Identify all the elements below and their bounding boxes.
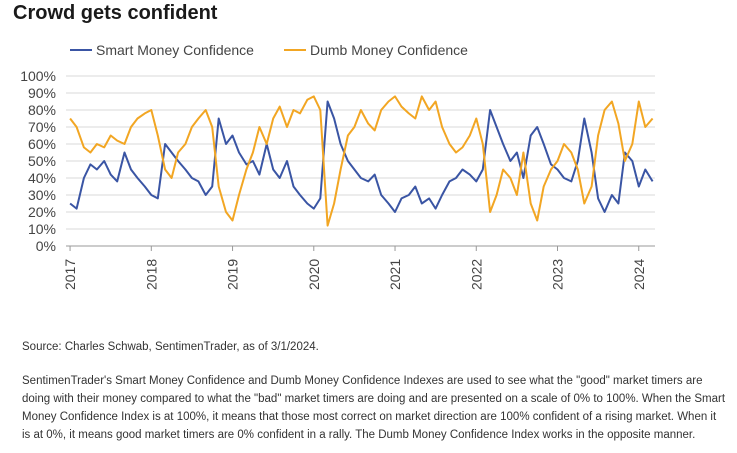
source-note: Source: Charles Schwab, SentimenTrader, …	[22, 341, 319, 353]
x-tick-label: 2024	[631, 259, 647, 290]
legend-label-dumb: Dumb Money Confidence	[309, 42, 468, 58]
legend: Smart Money Confidence Dumb Money Confid…	[70, 42, 468, 58]
chart-description: SentimenTrader's Smart Money Confidence …	[22, 375, 726, 441]
y-tick-label: 40%	[28, 170, 56, 186]
grid-lines	[66, 75, 655, 247]
y-tick-label: 100%	[20, 68, 56, 84]
y-tick-label: 20%	[28, 204, 56, 220]
y-tick-label: 30%	[28, 187, 56, 203]
y-tick-label: 0%	[36, 238, 56, 254]
dumb-money-series-line	[69, 95, 654, 227]
y-tick-label: 70%	[28, 119, 56, 135]
x-tick-label: 2023	[550, 259, 566, 290]
x-tick-label: 2021	[387, 259, 403, 290]
legend-item-smart: Smart Money Confidence	[70, 42, 254, 58]
x-tick-label: 2022	[468, 259, 484, 290]
legend-item-dumb: Dumb Money Confidence	[283, 42, 468, 58]
y-tick-label: 80%	[28, 102, 56, 118]
y-tick-label: 60%	[28, 136, 56, 152]
legend-label-smart: Smart Money Confidence	[96, 42, 254, 58]
y-tick-label: 90%	[28, 85, 56, 101]
x-tick-label: 2019	[225, 259, 241, 290]
y-tick-label: 10%	[28, 221, 56, 237]
legend-swatch-dumb	[283, 49, 306, 51]
legend-swatch-smart	[70, 49, 92, 51]
series-lines	[69, 95, 654, 227]
chart-title: Crowd gets confident	[13, 2, 218, 24]
x-axis-ticks: 2017 2018 2019 2020 2021 2022 2023 2024	[62, 246, 647, 290]
y-axis-ticks: 0%10%20%30%40%50%60%70%80%90%100%	[20, 68, 56, 254]
x-tick-label: 2018	[143, 259, 159, 290]
smart-money-series-line	[69, 100, 654, 213]
x-tick-label: 2020	[306, 259, 322, 290]
x-tick-label: 2017	[62, 259, 78, 290]
line-chart: 0%10%20%30%40%50%60%70%80%90%100% 2017 20…	[20, 68, 655, 290]
y-tick-label: 50%	[28, 153, 56, 169]
